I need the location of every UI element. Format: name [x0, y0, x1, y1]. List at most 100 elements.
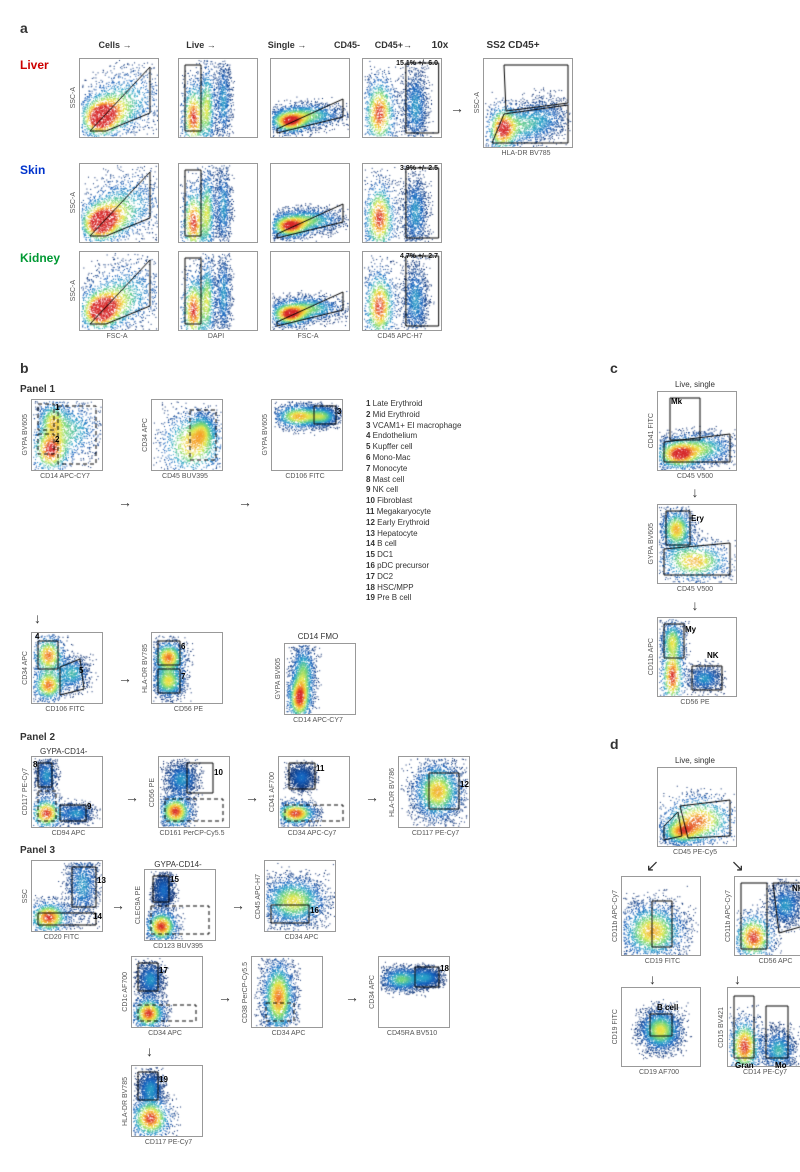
density-plot — [151, 399, 223, 471]
flow-plot: 3.9% +/- 2.5 — [358, 163, 442, 245]
y-axis-label: CD34 APC — [20, 651, 31, 685]
gate-number: 5 — [79, 666, 83, 675]
gate-number: 4 — [35, 632, 39, 641]
gate-number: 12 — [460, 780, 469, 789]
density-plot — [362, 163, 442, 243]
legend-item: 7 Monocyte — [366, 464, 461, 475]
legend-item: 17 DC2 — [366, 572, 461, 583]
legend-item: 11 Megakaryocyte — [366, 507, 461, 518]
y-axis-label: HLA-DR BV786 — [387, 768, 398, 817]
flow-plot: CD41 AF70011CD34 APC-Cy7 — [267, 756, 357, 837]
flow-plot: GYPA BV60512CD14 APC-CY7 — [20, 399, 110, 480]
gate-number: NK — [707, 651, 719, 660]
density-plot — [178, 58, 258, 138]
flow-plot: HLA-DR BV78567CD56 PE — [140, 632, 237, 713]
x-axis-label: DAPI — [208, 333, 224, 340]
flow-plot: SSC-A — [68, 163, 166, 245]
flow-plot: CD19 FITCB cellCD19 AF700 — [610, 987, 708, 1076]
flow-plot: CD11b APCMyNKCD56 PE — [646, 617, 744, 706]
gate-number: 10 — [214, 768, 223, 777]
flow-plot: SSC-A — [68, 58, 166, 140]
arrow-icon: → — [125, 789, 139, 805]
flow-plot — [266, 163, 350, 245]
panel-b-label: b — [20, 360, 580, 376]
panel-d-header: Live, single — [610, 756, 780, 765]
gate-number: 11 — [316, 764, 324, 773]
arrow-down-icon: ↓ — [734, 971, 741, 987]
arrow-icon: → — [118, 670, 132, 686]
col-header-cd45pos: CD45+→ — [375, 40, 412, 50]
flow-plot: HLA-DR BV78612CD117 PE-Cy7 — [387, 756, 484, 837]
gate-number: NK — [792, 884, 800, 893]
arrow-icon: → — [218, 989, 232, 1005]
flow-plot: 15.1% +/- 6.0 — [358, 58, 442, 140]
x-axis-label: CD45 BUV395 — [162, 473, 208, 480]
x-axis-label: CD161 PerCP-Cy5.5 — [160, 830, 225, 837]
tissue-label: Skin — [20, 163, 45, 177]
density-plot — [31, 399, 103, 471]
legend-item: 15 DC1 — [366, 550, 461, 561]
gate-number: 14 — [93, 912, 102, 921]
legend-item: 9 NK cell — [366, 485, 461, 496]
y-axis-label: CD19 FITC — [610, 1009, 621, 1044]
flow-plot: CD117 PE-Cy789CD94 APC — [20, 756, 117, 837]
gate-number: 8 — [33, 760, 37, 769]
x-axis-label: CD45 V500 — [677, 586, 713, 593]
y-axis-label: HLA-DR BV785 — [120, 1077, 131, 1126]
density-plot — [270, 251, 350, 331]
col-header-cd45neg: CD45- — [334, 40, 360, 50]
flow-plot: CD11b APC-Cy7CD19 FITC — [610, 876, 715, 965]
legend-item: 16 pDC precursor — [366, 561, 461, 572]
density-plot — [278, 756, 350, 828]
density-plot — [31, 860, 103, 932]
flow-plot: CLEC9A PE15CD123 BUV395 — [133, 869, 223, 950]
gate-number: 17 — [159, 966, 168, 975]
y-axis-label: CD41 AF700 — [267, 772, 278, 812]
y-axis-label: CD1c AF700 — [120, 972, 131, 1012]
density-plot — [79, 58, 159, 138]
gate-number: B cell — [657, 1003, 678, 1012]
flow-plot: HLA-DR BV78519CD117 PE-Cy7 — [120, 1065, 217, 1146]
x-axis-label: CD56 PE — [174, 706, 203, 713]
legend-item: 8 Mast cell — [366, 475, 461, 486]
col-header-single: Single → — [248, 40, 326, 50]
flow-plot: GYPA BV6053CD106 FITC — [260, 399, 350, 480]
legend-item: 2 Mid Erythroid — [366, 410, 461, 421]
flow-plot: CD15 BV421GranMoCD14 PE-Cy7 — [716, 987, 800, 1076]
flow-plot: CD14 FMOGYPA BV605CD14 APC-CY7 — [273, 632, 363, 724]
y-axis-label: SSC-A — [472, 92, 483, 113]
plot-title: CD14 FMO — [298, 632, 338, 641]
y-axis-label: CD34 APC — [367, 975, 378, 1009]
density-plot — [483, 58, 573, 148]
legend-item: 10 Fibroblast — [366, 496, 461, 507]
x-axis-label: CD34 APC — [148, 1030, 182, 1037]
gate-number: 19 — [159, 1075, 168, 1084]
y-axis-label: CLEC9A PE — [133, 886, 144, 924]
y-axis-label: GYPA BV605 — [646, 523, 657, 565]
y-axis-label: SSC-A — [68, 87, 79, 108]
flow-plot: CD38 PerCP-Cy5.5CD34 APC — [240, 956, 337, 1037]
section-b: b Panel 1 GYPA BV60512CD14 APC-CY7→CD34 … — [20, 360, 580, 1152]
gate-number: 6 — [181, 642, 185, 651]
arrow-down-icon: ↓ — [649, 971, 656, 987]
density-plot — [727, 987, 800, 1067]
density-plot — [31, 632, 103, 704]
legend-item: 19 Pre B cell — [366, 593, 461, 604]
gate-number: 9 — [87, 802, 91, 811]
flow-plot: CD41 FITCMkCD45 V500 — [646, 391, 744, 480]
flow-plot: CD1c AF700 17 CD34 APC — [120, 956, 210, 1037]
arrow-down-icon: ↓ — [692, 597, 699, 613]
density-plot — [734, 876, 800, 956]
x-axis-label: CD56 APC — [759, 958, 793, 965]
density-plot — [284, 643, 356, 715]
x-axis-label: HLA-DR BV785 — [501, 150, 550, 157]
x-axis-label: CD20 FITC — [44, 934, 79, 941]
tissue-label: Kidney — [20, 251, 60, 265]
y-axis-label: GYPA BV605 — [20, 414, 31, 456]
legend-item: 1 Late Erythroid — [366, 399, 461, 410]
density-plot — [270, 163, 350, 243]
arrow-icon: → — [111, 897, 125, 913]
y-axis-label: CD45 APC-H7 — [253, 874, 264, 919]
legend-item: 14 B cell — [366, 539, 461, 550]
panel-c-label: c — [610, 360, 780, 376]
